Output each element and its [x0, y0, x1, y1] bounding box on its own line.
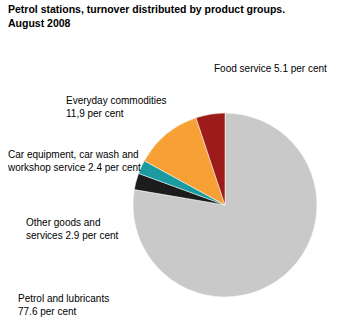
- label-line: Other goods and: [26, 217, 101, 228]
- slice-category-label: Everyday commodities: [66, 95, 167, 106]
- chart: Petrol stations, turnover distributed by…: [0, 0, 362, 324]
- subtitle: August 2008: [8, 17, 71, 29]
- slice-category-label: Food service: [214, 63, 272, 74]
- slice-value-label: 11,9 per cent: [66, 108, 124, 119]
- slice-value-label: 5.1 per cent: [274, 63, 327, 74]
- pie: [133, 113, 317, 297]
- label-line: Everyday commodities: [66, 95, 167, 106]
- slice-value-label: 2.4 per cent: [88, 162, 141, 173]
- label-line: Car equipment, car wash and: [8, 149, 139, 160]
- label-line: workshop service: [7, 162, 86, 173]
- slice-value-label: 2.9 per cent: [65, 230, 118, 241]
- label-line: Food service: [214, 63, 272, 74]
- slice-value-label: 77.6 per cent: [18, 306, 77, 317]
- label-line: services: [26, 230, 63, 241]
- title: Petrol stations, turnover distributed by…: [8, 3, 285, 15]
- pie-slice: [196, 113, 225, 205]
- pie-slice: [133, 113, 317, 297]
- label-line: Petrol and lubricants: [18, 293, 109, 304]
- slice-category-label: Petrol and lubricants: [18, 293, 109, 304]
